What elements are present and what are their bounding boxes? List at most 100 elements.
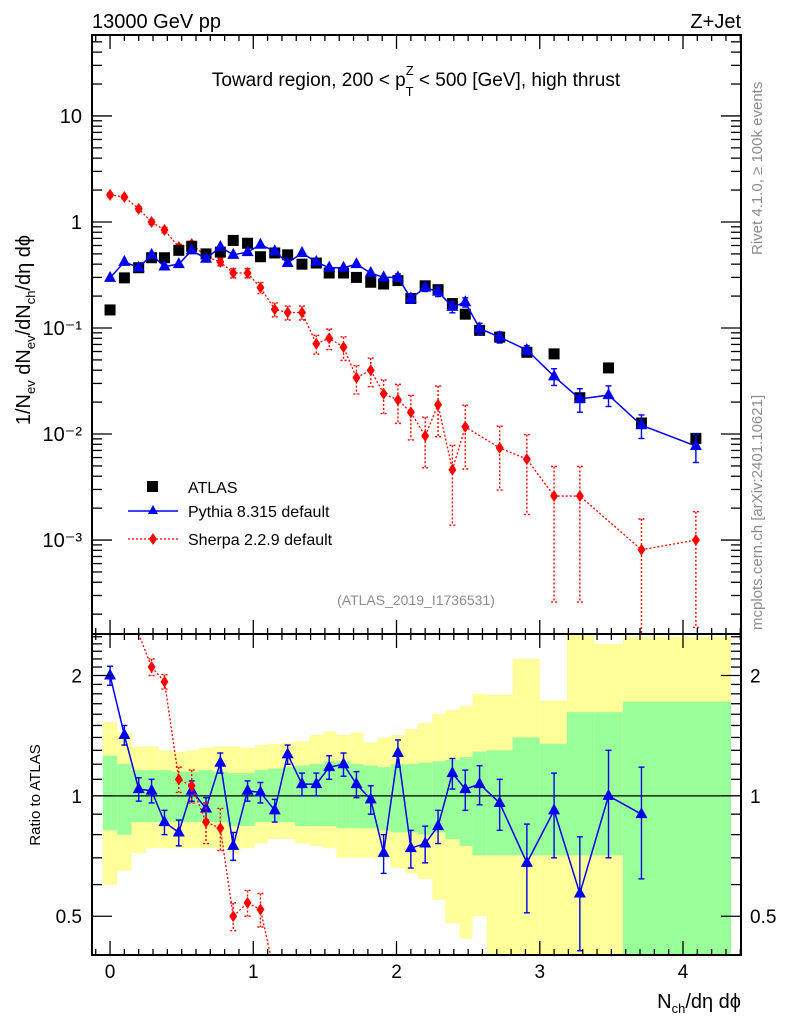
title-sub: T [406, 84, 414, 99]
main-y-tick-label: 10⁻¹ [43, 318, 83, 340]
title-sup: Z [406, 63, 414, 78]
ratio-pythia-point [337, 757, 350, 769]
sherpa-data-point [550, 490, 559, 503]
sherpa-data-point [575, 490, 584, 503]
main-series [104, 188, 702, 635]
atlas-data-point [282, 249, 294, 261]
pythia-data-point [404, 291, 417, 303]
title-post: < 500 [GeV], high thrust [414, 70, 621, 91]
legend-item-atlas: ATLAS [147, 480, 238, 497]
x-tick-label: 0 [105, 962, 116, 983]
atlas-data-point [254, 251, 266, 263]
pythia-data-point [391, 270, 404, 282]
inner-band-bin [390, 764, 406, 833]
atlas-data-point [242, 237, 254, 249]
header-energy: 13000 GeV pp [92, 11, 221, 33]
sherpa-data-point [106, 188, 115, 201]
sherpa-data-point [229, 267, 238, 280]
inner-band-bin [445, 759, 460, 840]
ratio-y-tick-label-left: 0.5 [56, 907, 82, 928]
ratio-pythia-point [268, 803, 281, 815]
pythia-data-point [185, 243, 198, 255]
inner-band-bin [102, 755, 118, 831]
atlas-data-point [548, 348, 560, 360]
ratio-pythia-point [241, 783, 254, 795]
sherpa-data-point [393, 393, 402, 406]
pythia-data-point [377, 270, 390, 282]
ratio-sherpa-line [138, 633, 272, 956]
ratio-pythia-point [172, 825, 185, 837]
pythia-data-point [520, 343, 533, 355]
legend-diamond-marker [149, 533, 157, 545]
sherpa-data-point [691, 534, 700, 547]
ratio-pythia-point [104, 668, 117, 680]
ratio-y-tick-label-left: 2 [71, 667, 82, 688]
ratio-pythia-point [473, 777, 486, 789]
ratio-pythia-point [323, 760, 336, 772]
sherpa-data-point [637, 543, 646, 556]
ratio-sherpa-point [160, 675, 169, 688]
ratio-sherpa-point [202, 816, 211, 829]
atlas-data-point [227, 234, 239, 246]
rivet-label: Rivet 4.1.0, ≥ 100k events [749, 82, 766, 255]
pythia-data-point [200, 251, 213, 263]
ratio-series [104, 633, 648, 956]
sherpa-data-point [216, 255, 225, 268]
header-process: Z+Jet [690, 11, 741, 33]
ratio-y-tick-label-left: 1 [71, 787, 82, 808]
ratio-sherpa-point [147, 661, 156, 674]
ratio-pythia-point [145, 783, 158, 795]
ratio-pythia-point [281, 747, 294, 759]
sherpa-data-point [448, 463, 457, 476]
pythia-data-point [241, 245, 254, 257]
pythia-data-point [145, 247, 158, 259]
ratio-pythia-point [377, 845, 390, 857]
sherpa-data-point [379, 387, 388, 400]
pythia-data-point [419, 280, 432, 292]
inner-band-bin [459, 757, 473, 846]
atlas-data-point [158, 252, 170, 264]
ratio-pythia-point [432, 819, 445, 831]
pythia-data-point [602, 388, 615, 400]
sherpa-data-point [406, 406, 415, 419]
inner-band-bin [622, 701, 731, 955]
ratio-y-tick-label-right: 0.5 [750, 907, 776, 928]
ratio-pythia-point [602, 788, 615, 800]
pythia-line [109, 243, 697, 447]
ratio-pythia-point [214, 755, 227, 767]
inner-band-bin [281, 767, 295, 823]
x-axis-label: Nch/dη dϕ [657, 991, 741, 1016]
sherpa-data-point [312, 337, 321, 350]
main-y-tick-label: 10 [60, 106, 82, 128]
sherpa-data-point [243, 267, 252, 280]
mcplots-label: mcplots.cern.ch [arXiv:2401.10621] [749, 395, 766, 630]
sherpa-data-point [421, 429, 430, 442]
ratio-y-axis-label: Ratio to ATLAS [27, 744, 44, 845]
atlas-data-point [118, 272, 130, 284]
pythia-data-point [473, 321, 486, 333]
ratio-y-tick-label-right: 1 [750, 787, 761, 808]
ratio-pythia-point [573, 886, 586, 898]
ratio-sherpa-point [243, 896, 252, 909]
pythia-data-point [158, 259, 171, 271]
legend-triangle-marker [148, 505, 158, 514]
ratio-sherpa-point [174, 773, 183, 786]
pythia-data-point [689, 439, 702, 451]
sherpa-data-point [256, 281, 265, 294]
ratio-pythia-line [109, 675, 642, 897]
sherpa-data-point [283, 306, 292, 319]
pythia-data-point [459, 295, 472, 307]
sherpa-data-point [366, 364, 375, 377]
pythia-data-point [118, 254, 131, 266]
ratio-pythia-point [158, 815, 171, 827]
sherpa-data-point [120, 190, 129, 203]
pythia-data-point [310, 254, 323, 266]
ratio-pythia-point [295, 777, 308, 789]
sherpa-data-point [325, 332, 334, 345]
ratio-sherpa-point [187, 779, 196, 792]
inner-band-bin [171, 771, 186, 823]
atlas-data-point [104, 304, 116, 316]
pythia-data-point [493, 330, 506, 342]
sherpa-data-point [134, 202, 143, 215]
